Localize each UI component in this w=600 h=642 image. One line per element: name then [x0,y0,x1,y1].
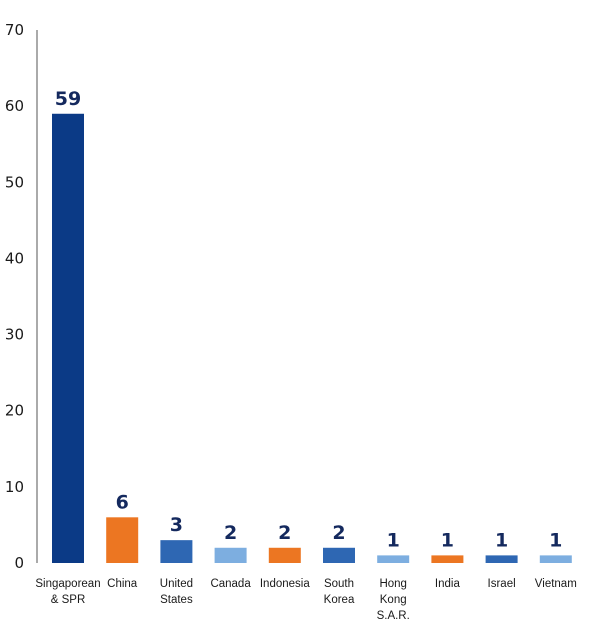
category-label: Canada [210,578,251,590]
category-labels-group: Singaporean & SPR China United States Canada I… [35,578,576,622]
bar [323,547,355,563]
category-label: Korea [324,594,355,606]
data-label: 3 [170,514,183,536]
category-label: Hong [379,578,407,590]
data-label: 1 [441,529,454,551]
data-label: 1 [495,529,508,551]
category-label: Indonesia [260,578,310,590]
data-label: 2 [332,522,345,544]
category-label: S.A.R. [377,610,410,622]
data-label: 6 [116,491,129,513]
y-tick-label: 0 [14,554,24,572]
y-tick-label: 40 [5,249,24,267]
category-label: & SPR [51,594,86,606]
bar [268,547,301,563]
category-label: China [107,578,138,590]
data-labels-group: 59 6 3 2 2 2 1 1 1 1 [55,88,563,552]
category-label: Vietnam [535,578,577,590]
category-label: Kong [380,594,407,606]
bar [377,555,410,563]
category-label: United [160,578,193,590]
bar [539,555,572,563]
data-label: 59 [55,88,81,110]
y-tick-label: 70 [5,21,24,39]
category-label: Singaporean [35,578,100,590]
y-axis-ticks: 0 10 20 30 40 50 60 70 [5,21,24,572]
data-label: 1 [549,529,562,551]
y-tick-label: 10 [5,478,24,496]
category-label: South [324,578,354,590]
data-label: 1 [387,529,400,551]
bar [160,540,193,563]
y-tick-label: 30 [5,326,24,344]
bar [52,113,84,563]
data-label: 2 [224,522,237,544]
bar [431,555,464,563]
data-label: 2 [278,522,291,544]
bars-group [52,113,572,563]
bar [106,517,139,563]
y-tick-label: 20 [5,402,24,420]
y-tick-label: 50 [5,173,24,191]
bar [485,555,518,563]
category-label: India [435,578,461,590]
bar [214,547,247,563]
y-tick-label: 60 [5,97,24,115]
category-label: Israel [488,578,516,590]
category-label: States [160,594,193,606]
